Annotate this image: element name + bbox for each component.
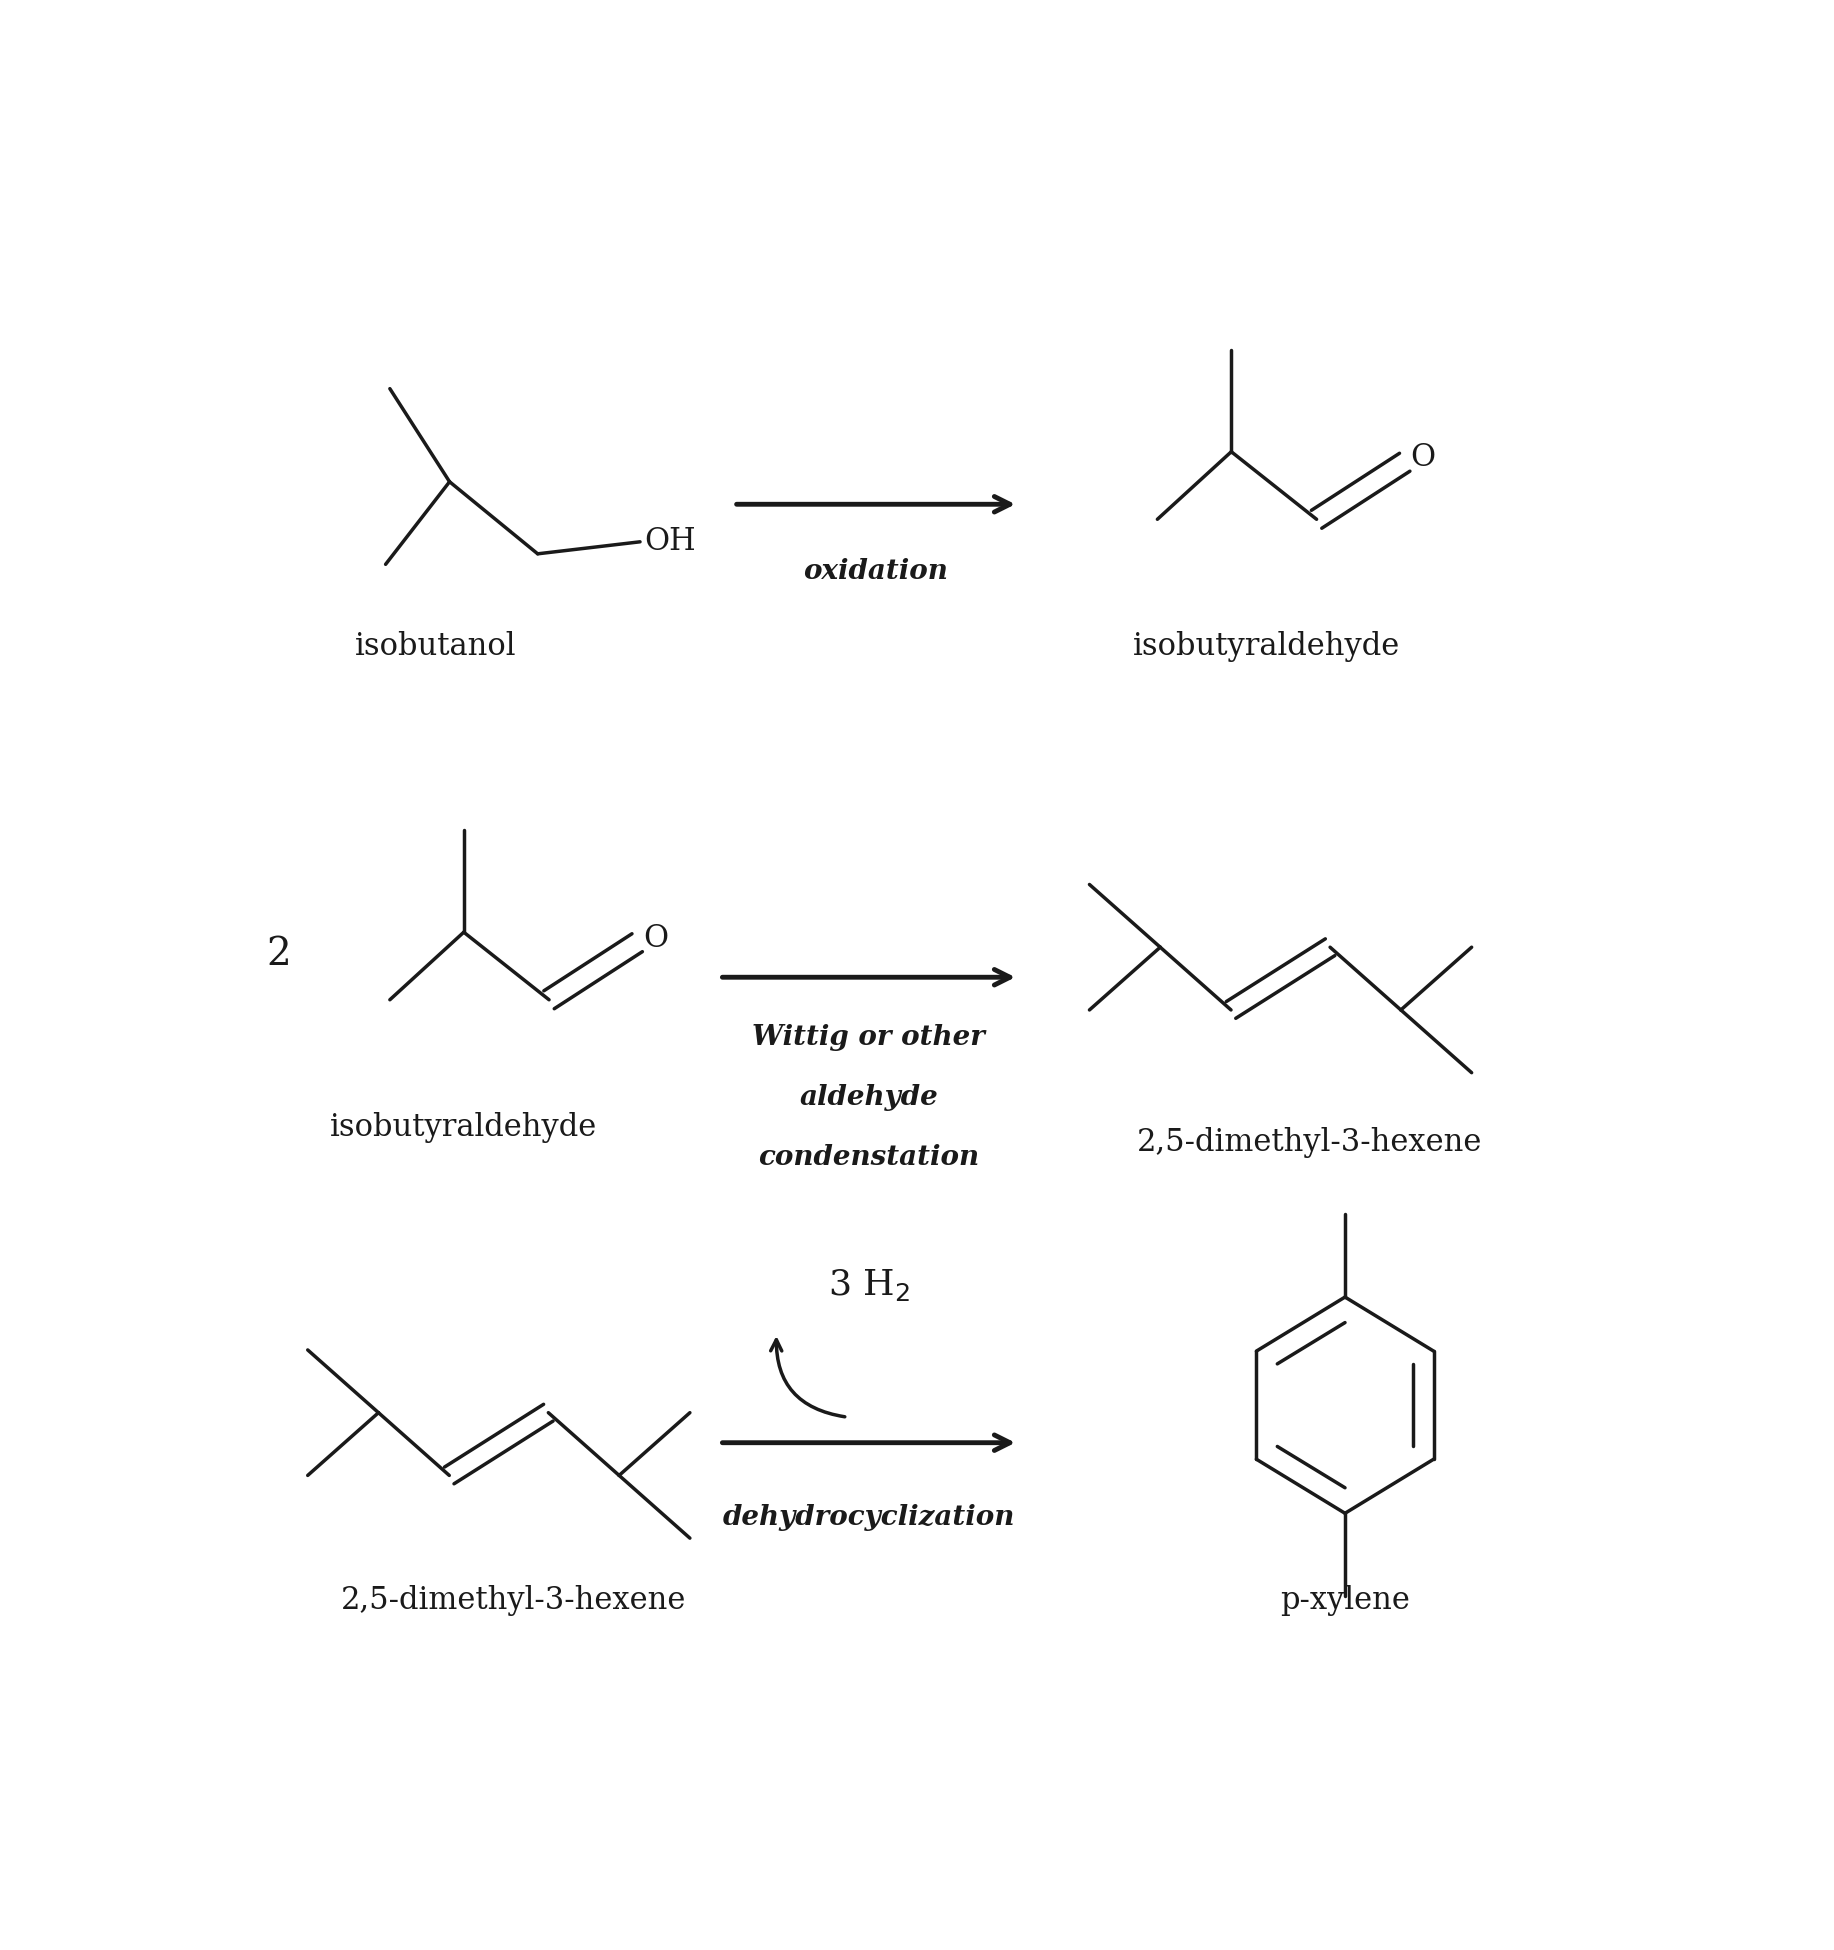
Text: condenstation: condenstation bbox=[757, 1145, 979, 1170]
Text: 3 H$_2$: 3 H$_2$ bbox=[827, 1268, 910, 1303]
Text: p-xylene: p-xylene bbox=[1280, 1585, 1410, 1617]
Text: isobutanol: isobutanol bbox=[354, 632, 515, 663]
Text: isobutyraldehyde: isobutyraldehyde bbox=[1133, 632, 1401, 663]
Text: isobutyraldehyde: isobutyraldehyde bbox=[330, 1112, 598, 1143]
Text: 2,5-dimethyl-3-hexene: 2,5-dimethyl-3-hexene bbox=[1137, 1127, 1482, 1158]
Text: aldehyde: aldehyde bbox=[800, 1084, 939, 1111]
Text: O: O bbox=[1410, 443, 1436, 474]
Text: oxidation: oxidation bbox=[803, 558, 948, 585]
Text: 2: 2 bbox=[266, 936, 292, 973]
Text: dehydrocyclization: dehydrocyclization bbox=[723, 1503, 1014, 1531]
Text: O: O bbox=[644, 922, 668, 954]
Text: OH: OH bbox=[644, 526, 695, 558]
Text: Wittig or other: Wittig or other bbox=[752, 1024, 985, 1051]
Text: 2,5-dimethyl-3-hexene: 2,5-dimethyl-3-hexene bbox=[341, 1585, 686, 1617]
